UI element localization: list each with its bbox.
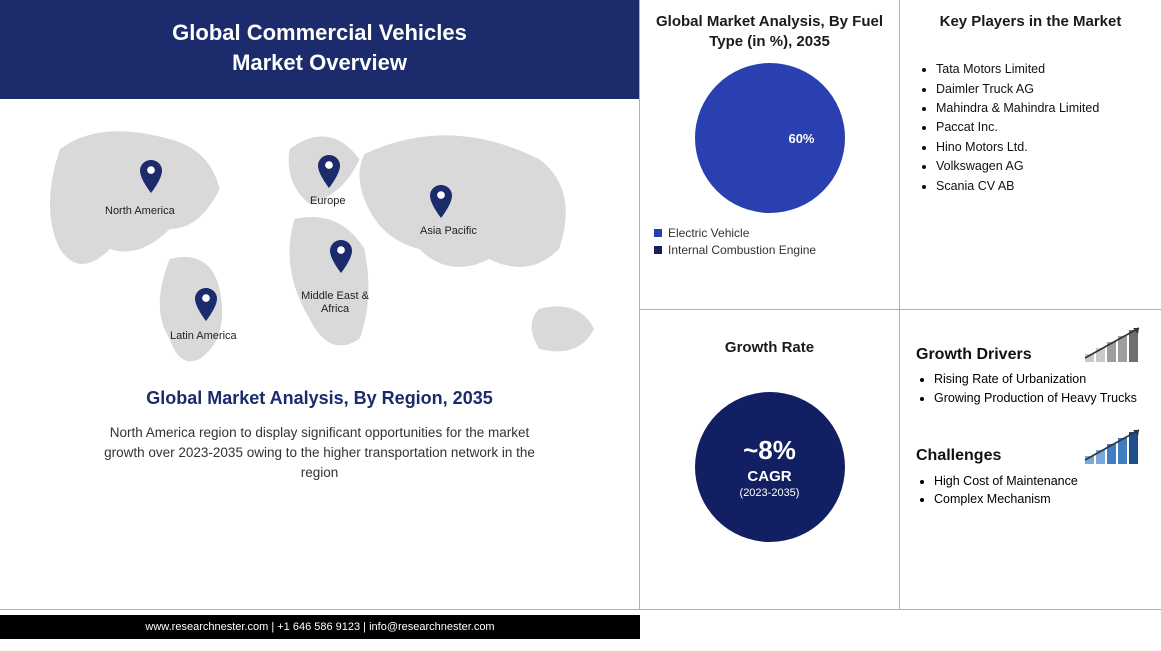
region-label: Asia Pacific xyxy=(420,225,477,238)
challenges-block: Challenges High Cost of MaintenanceCompl… xyxy=(916,426,1145,510)
challenges-chart-icon xyxy=(1081,426,1145,466)
pie-graphic xyxy=(695,63,845,213)
drivers-block: Growth Drivers Rising Rate of Urbanizati… xyxy=(916,324,1145,408)
left-panel: Global Commercial Vehicles Market Overvi… xyxy=(0,0,640,610)
map-pin-icon xyxy=(195,288,217,320)
map-pin-icon xyxy=(330,240,352,272)
region-label: Latin America xyxy=(170,330,237,343)
world-map xyxy=(20,109,619,379)
infographic: Global Commercial Vehicles Market Overvi… xyxy=(0,0,1161,610)
growth-title: Growth Rate xyxy=(725,338,814,358)
pie-title: Global Market Analysis, By Fuel Type (in… xyxy=(654,12,885,53)
player-item: Paccat Inc. xyxy=(936,118,1143,137)
legend-label: Electric Vehicle xyxy=(668,226,749,240)
player-item: Tata Motors Limited xyxy=(936,60,1143,79)
region-label: Europe xyxy=(310,195,345,208)
challenges-title: Challenges xyxy=(916,446,1001,465)
drivers-list: Rising Rate of UrbanizationGrowing Produ… xyxy=(916,370,1145,408)
legend-swatch xyxy=(654,246,662,254)
list-item: Growing Production of Heavy Trucks xyxy=(934,389,1145,408)
legend-item: Internal Combustion Engine xyxy=(654,243,816,257)
pie-value-label: 60% xyxy=(788,131,814,146)
player-item: Volkswagen AG xyxy=(936,157,1143,176)
title-line1: Global Commercial Vehicles xyxy=(172,20,467,45)
legend-label: Internal Combustion Engine xyxy=(668,243,816,257)
map-description: North America region to display signific… xyxy=(20,409,619,482)
list-item: Complex Mechanism xyxy=(934,490,1145,509)
map-pin-icon xyxy=(430,185,452,217)
list-item: High Cost of Maintenance xyxy=(934,472,1145,491)
player-item: Mahindra & Mahindra Limited xyxy=(936,99,1143,118)
region-label: North America xyxy=(105,205,175,218)
cagr-label: CAGR xyxy=(747,468,791,485)
pie-panel: Global Market Analysis, By Fuel Type (in… xyxy=(640,0,900,310)
player-item: Daimler Truck AG xyxy=(936,80,1143,99)
footer-bar: www.researchnester.com | +1 646 586 9123… xyxy=(0,615,640,639)
cagr-period: (2023-2035) xyxy=(740,487,800,499)
pie-legend: Electric Vehicle Internal Combustion Engi… xyxy=(654,223,816,257)
challenges-list: High Cost of MaintenanceComplex Mechanis… xyxy=(916,472,1145,510)
pie-chart: 60% xyxy=(695,63,845,213)
drivers-chart-icon xyxy=(1081,324,1145,364)
drivers-title: Growth Drivers xyxy=(916,345,1032,364)
player-item: Hino Motors Ltd. xyxy=(936,138,1143,157)
list-item: Rising Rate of Urbanization xyxy=(934,370,1145,389)
player-item: Scania CV AB xyxy=(936,177,1143,196)
map-subtitle: Global Market Analysis, By Region, 2035 xyxy=(20,388,619,409)
cagr-value: ~8% xyxy=(743,435,796,466)
players-panel: Key Players in the Market Tata Motors Li… xyxy=(900,0,1161,310)
growth-panel: Growth Rate ~8% CAGR (2023-2035) xyxy=(640,310,900,610)
players-list: Tata Motors LimitedDaimler Truck AGMahin… xyxy=(918,60,1143,196)
cagr-circle: ~8% CAGR (2023-2035) xyxy=(695,392,845,542)
title-line2: Market Overview xyxy=(232,50,407,75)
region-label: Middle East & Africa xyxy=(295,290,375,315)
main-title: Global Commercial Vehicles Market Overvi… xyxy=(0,0,639,99)
map-pin-icon xyxy=(140,160,162,192)
players-title: Key Players in the Market xyxy=(918,12,1143,32)
drivers-challenges-panel: Growth Drivers Rising Rate of Urbanizati… xyxy=(900,310,1161,610)
legend-swatch xyxy=(654,229,662,237)
legend-item: Electric Vehicle xyxy=(654,226,816,240)
map-pin-icon xyxy=(318,155,340,187)
